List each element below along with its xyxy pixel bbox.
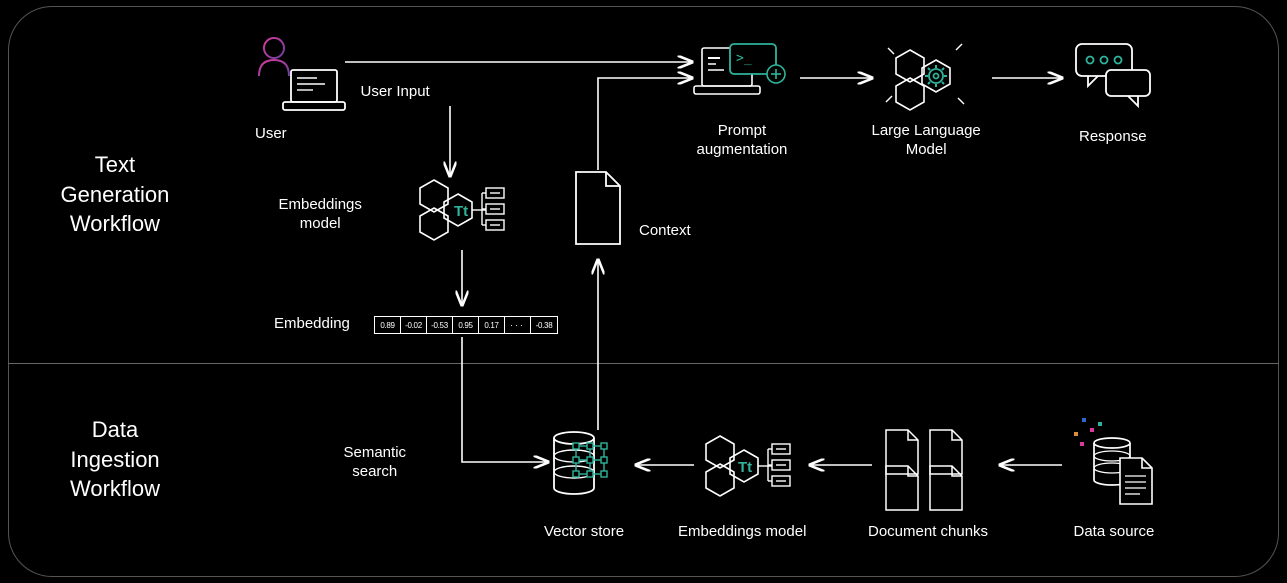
label-llm: Large Language Model — [872, 122, 981, 160]
section-divider — [8, 363, 1279, 364]
diagram-frame — [8, 6, 1279, 577]
embedding-cell: ··· — [505, 317, 531, 333]
embedding-cell: -0.53 — [427, 317, 453, 333]
label-response: Response — [1079, 128, 1147, 147]
section-title-bottom: Data Ingestion Workflow — [70, 415, 160, 504]
label-semantic-search: Semantic search — [344, 444, 407, 482]
label-prompt-augmentation: Prompt augmentation — [697, 122, 788, 160]
label-embeddings-model-1: Embeddings model — [279, 196, 362, 234]
section-title-top: Text Generation Workflow — [61, 150, 170, 239]
label-vector-store: Vector store — [544, 523, 624, 542]
embedding-cell: 0.17 — [479, 317, 505, 333]
embedding-cell: 0.89 — [375, 317, 401, 333]
label-data-source: Data source — [1074, 523, 1155, 542]
label-user-input: User Input — [361, 83, 430, 102]
label-user: User — [255, 125, 287, 144]
embedding-vector: 0.89-0.02-0.530.950.17···-0.38 — [374, 316, 558, 334]
embedding-cell: -0.38 — [531, 317, 557, 333]
label-context: Context — [639, 222, 691, 241]
label-document-chunks: Document chunks — [868, 523, 988, 542]
label-embeddings-model-2: Embeddings model — [678, 523, 806, 542]
label-embedding: Embedding — [274, 315, 350, 334]
embedding-cell: 0.95 — [453, 317, 479, 333]
embedding-cell: -0.02 — [401, 317, 427, 333]
